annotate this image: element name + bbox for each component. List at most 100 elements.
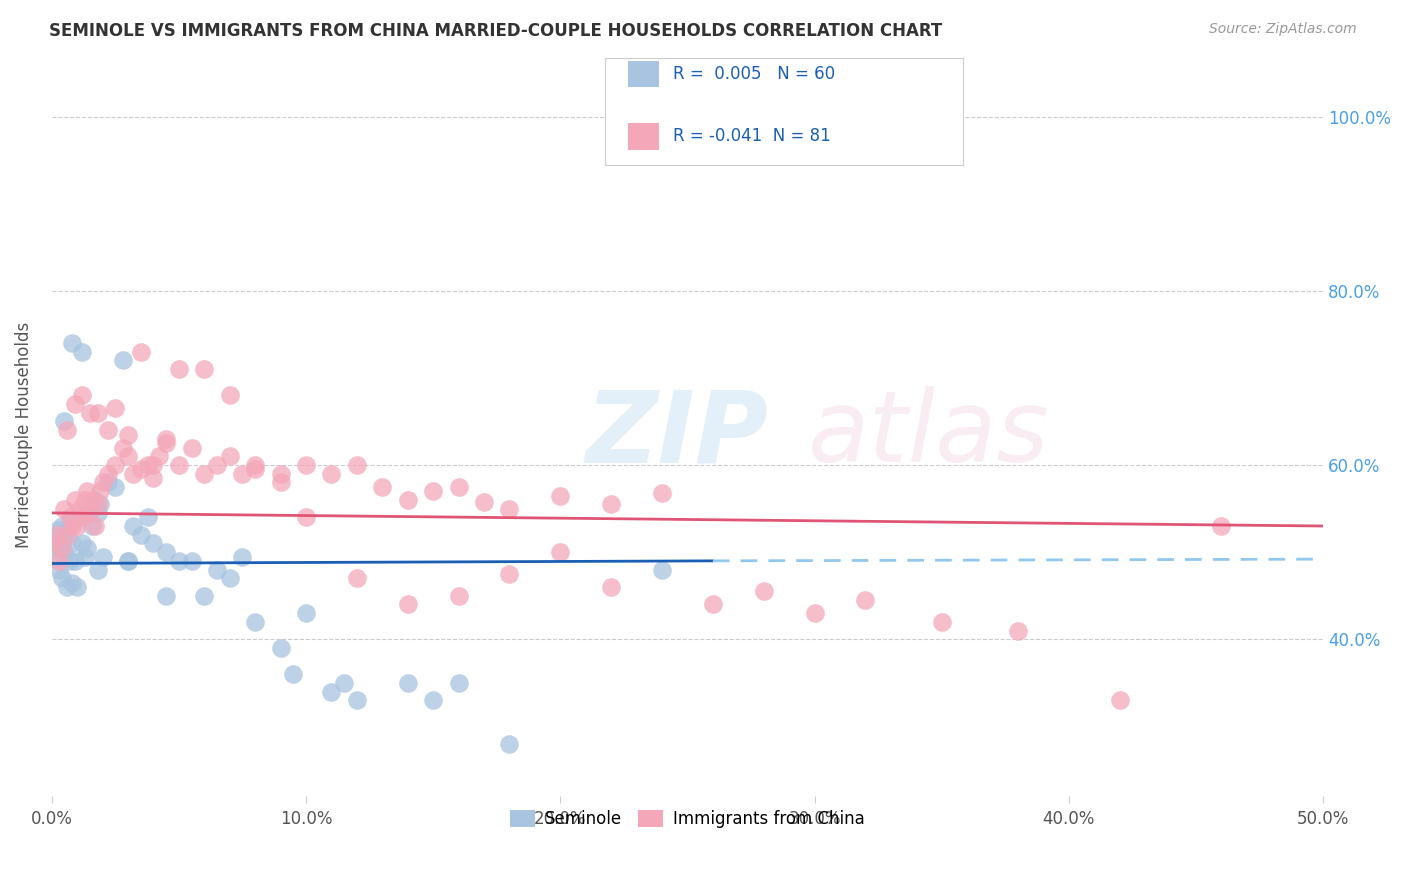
- Point: [104, 401, 127, 416]
- Point: [231, 549, 253, 564]
- Point: [53, 501, 76, 516]
- Point: [447, 676, 470, 690]
- Point: [97, 423, 120, 437]
- Point: [51, 541, 73, 555]
- Point: [752, 584, 775, 599]
- Point: [138, 458, 160, 472]
- Point: [155, 436, 177, 450]
- Point: [447, 589, 470, 603]
- Point: [600, 497, 623, 511]
- Point: [498, 566, 520, 581]
- Point: [218, 388, 240, 402]
- Point: [193, 362, 215, 376]
- Point: [60, 536, 83, 550]
- Text: ZIP: ZIP: [586, 386, 769, 483]
- Point: [138, 510, 160, 524]
- Point: [205, 458, 228, 472]
- Point: [48, 563, 70, 577]
- Point: [1108, 693, 1130, 707]
- Point: [218, 571, 240, 585]
- Point: [422, 484, 444, 499]
- Point: [86, 406, 108, 420]
- Point: [56, 527, 79, 541]
- Point: [167, 362, 190, 376]
- Point: [48, 541, 70, 555]
- Point: [142, 471, 165, 485]
- Point: [117, 427, 139, 442]
- Text: SEMINOLE VS IMMIGRANTS FROM CHINA MARRIED-COUPLE HOUSEHOLDS CORRELATION CHART: SEMINOLE VS IMMIGRANTS FROM CHINA MARRIE…: [49, 22, 942, 40]
- Point: [53, 532, 76, 546]
- Point: [167, 554, 190, 568]
- Point: [44, 536, 66, 550]
- Point: [803, 606, 825, 620]
- Y-axis label: Married-couple Households: Married-couple Households: [15, 321, 32, 548]
- Point: [447, 480, 470, 494]
- Point: [97, 467, 120, 481]
- Point: [180, 554, 202, 568]
- Point: [76, 484, 98, 499]
- Point: [472, 494, 495, 508]
- Text: atlas: atlas: [808, 386, 1050, 483]
- Point: [346, 693, 368, 707]
- Point: [104, 480, 127, 494]
- Point: [69, 510, 91, 524]
- Point: [148, 450, 170, 464]
- Point: [931, 615, 953, 629]
- Point: [651, 563, 673, 577]
- Point: [155, 589, 177, 603]
- Point: [117, 554, 139, 568]
- Point: [243, 615, 266, 629]
- Point: [84, 492, 107, 507]
- Point: [69, 501, 91, 516]
- Point: [422, 693, 444, 707]
- Point: [702, 598, 724, 612]
- Point: [155, 545, 177, 559]
- Point: [498, 737, 520, 751]
- Point: [58, 515, 80, 529]
- Point: [270, 640, 292, 655]
- Point: [58, 510, 80, 524]
- Point: [44, 536, 66, 550]
- Point: [371, 480, 394, 494]
- Point: [243, 458, 266, 472]
- Point: [117, 450, 139, 464]
- Point: [56, 524, 79, 538]
- Point: [63, 554, 86, 568]
- Point: [53, 414, 76, 428]
- Point: [111, 441, 134, 455]
- Point: [346, 458, 368, 472]
- Point: [104, 458, 127, 472]
- Point: [270, 475, 292, 490]
- Text: Source: ZipAtlas.com: Source: ZipAtlas.com: [1209, 22, 1357, 37]
- Point: [51, 519, 73, 533]
- Point: [73, 549, 96, 564]
- Point: [89, 484, 111, 499]
- Point: [396, 598, 419, 612]
- Point: [89, 497, 111, 511]
- Legend: Seminole, Immigrants from China: Seminole, Immigrants from China: [503, 804, 872, 835]
- Point: [651, 486, 673, 500]
- Point: [91, 475, 114, 490]
- Point: [63, 492, 86, 507]
- Point: [97, 475, 120, 490]
- Point: [117, 554, 139, 568]
- Point: [129, 462, 152, 476]
- Point: [82, 519, 104, 533]
- Point: [53, 545, 76, 559]
- Point: [1007, 624, 1029, 638]
- Point: [58, 554, 80, 568]
- Point: [295, 510, 318, 524]
- Point: [60, 336, 83, 351]
- Point: [231, 467, 253, 481]
- Point: [48, 554, 70, 568]
- Point: [193, 467, 215, 481]
- Point: [333, 676, 356, 690]
- Point: [86, 506, 108, 520]
- Point: [79, 501, 101, 516]
- Point: [346, 571, 368, 585]
- Point: [63, 397, 86, 411]
- Point: [122, 467, 145, 481]
- Point: [142, 458, 165, 472]
- Point: [218, 450, 240, 464]
- Point: [111, 353, 134, 368]
